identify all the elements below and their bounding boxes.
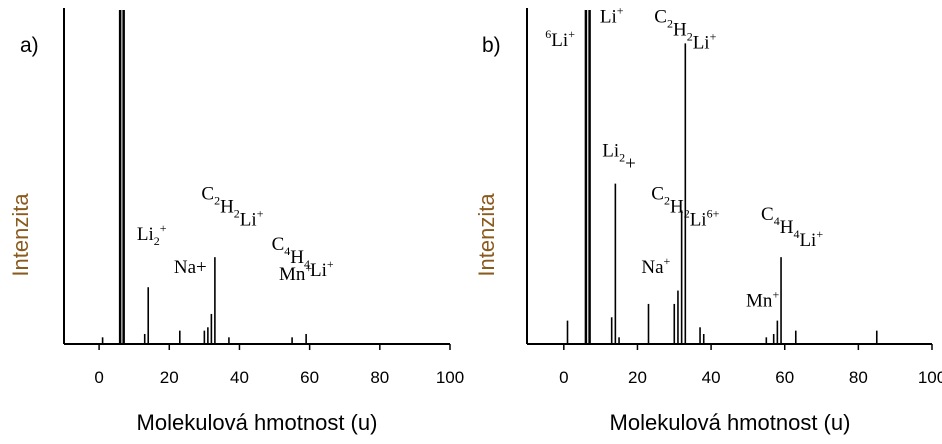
panel-b: 0 20 40 60 80 100 b) Intenzita Molekulová hmotno… [474, 4, 942, 435]
x-axis-label: Molekulová hmotnost (u) [610, 410, 851, 435]
y-axis-label: Intenzita [474, 193, 499, 277]
peak-annotation: C2H2Li6+ [651, 184, 719, 231]
x-tick-label: 80 [370, 368, 389, 387]
peak-annotation: C2H2Li+ [201, 184, 263, 231]
x-tick-label: 40 [702, 368, 721, 387]
x-tick-label: 60 [300, 368, 319, 387]
panel-a: 0 20 40 60 80 100 a) Intenzita Molekulová hmotno… [8, 8, 464, 435]
panel-label: a) [20, 34, 39, 57]
x-tick-label: 0 [559, 368, 568, 387]
x-tick-label: 20 [628, 368, 647, 387]
peak-annotation: Li2+ [137, 221, 167, 248]
peak-annotation: Li+ [600, 4, 624, 28]
peak-annotation: C4H4Li+ [761, 204, 823, 251]
x-tick-label: 80 [849, 368, 868, 387]
peak-annotation: C4H4Li+ [272, 234, 334, 281]
x-tick-label: 60 [775, 368, 794, 387]
x-tick-label: 100 [436, 368, 464, 387]
x-tick-label: 0 [94, 368, 103, 387]
peak-annotation: Na+ [174, 257, 207, 278]
y-axis-label: Intenzita [8, 193, 33, 277]
peak-annotation: Mn+ [279, 261, 312, 285]
panel-label: b) [482, 34, 501, 57]
x-axis-label: Molekulová hmotnost (u) [137, 410, 378, 435]
peak-annotation: C2H2Li+ [654, 7, 716, 54]
x-tick-label: 100 [918, 368, 942, 387]
peak-annotation: Li2+ [602, 140, 636, 174]
peak-annotation: Na+ [641, 254, 670, 278]
peak-annotation: 6Li+ [545, 27, 575, 51]
peak-annotation: Mn+ [746, 288, 779, 312]
x-tick-label: 40 [230, 368, 249, 387]
x-tick-label: 20 [160, 368, 179, 387]
